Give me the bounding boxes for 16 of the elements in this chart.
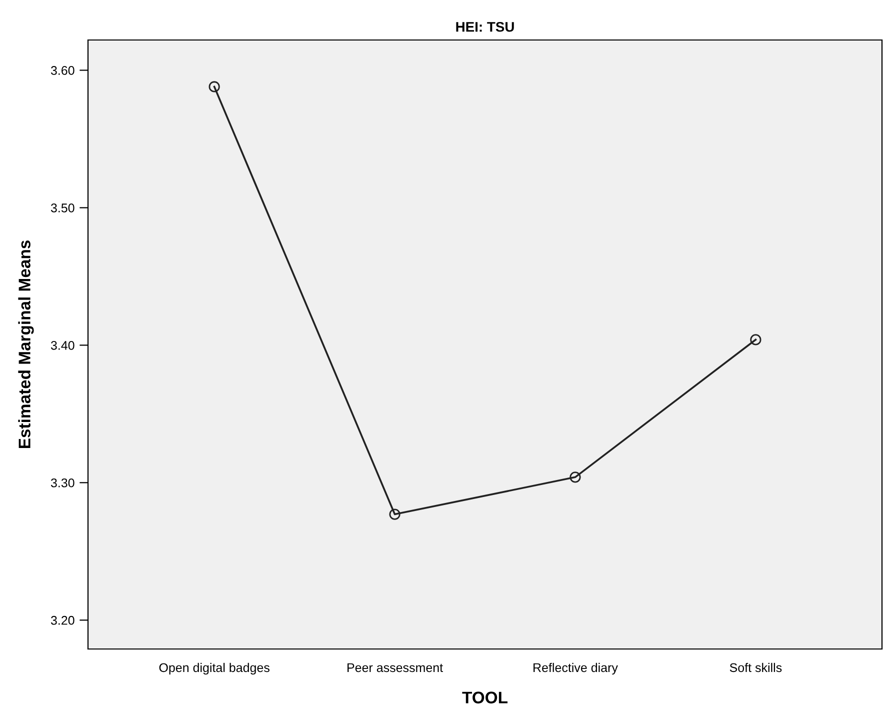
y-tick-label: 3.40 (50, 340, 74, 350)
y-tick-label: 3.30 (50, 478, 74, 488)
y-tick-label: 3.20 (50, 616, 74, 625)
x-axis-title: TOOL (462, 692, 508, 704)
y-tick-label: 3.50 (50, 204, 74, 212)
point (389, 508, 400, 520)
chart-title: HEI: TSU (456, 22, 514, 32)
y-tick-label: 3.60 (50, 66, 74, 75)
y-axis-title: Estimated Marginal Means (18, 240, 34, 448)
x-tick-label: Reflective diary (534, 662, 618, 675)
x-tick-label: Open digital badges (159, 662, 270, 675)
point (750, 334, 762, 346)
x-tick-label: Soft skills (730, 662, 782, 672)
point (570, 472, 581, 483)
point (208, 81, 220, 92)
x-tick-label: Peer assessment (348, 663, 443, 672)
